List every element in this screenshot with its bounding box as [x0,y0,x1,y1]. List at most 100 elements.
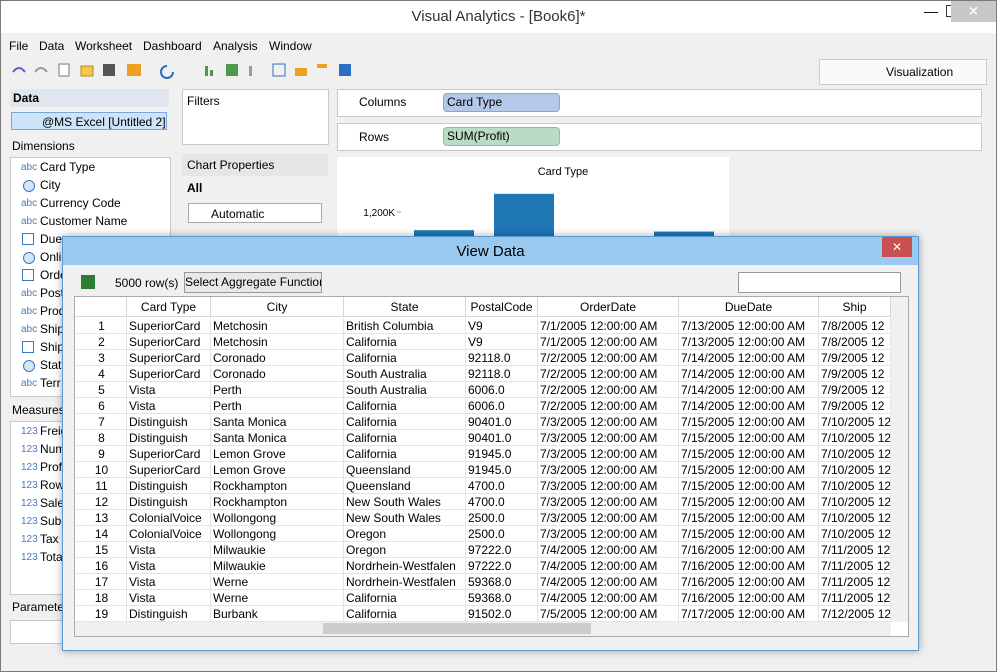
field-icon: abc [21,198,38,209]
cell: 7/15/2005 12:00:00 AM [679,414,819,430]
cell: 7/3/2005 12:00:00 AM [538,462,679,478]
cell: Perth [211,382,344,398]
dialog-close[interactable]: ✕ [882,237,912,257]
cell: Oregon [344,542,466,558]
field-icon: abc [21,162,38,173]
close-button[interactable]: ✕ [951,1,996,22]
rows-pill[interactable]: SUM(Profit) [443,127,560,146]
field-lists: abc Card Type City abc Currency Code abc Custo… [1,1,171,601]
field-item[interactable]: Tota [40,550,63,564]
cell: ColonialVoice [127,510,211,526]
columns-shelf [337,89,982,117]
toolbar-icons [12,63,351,79]
cell: 90401.0 [466,430,538,446]
field-item[interactable]: Ship [40,340,65,354]
cell: 7/16/2005 12:00:00 AM [679,558,819,574]
export-icon[interactable] [81,275,95,289]
cell: Werne [211,590,344,606]
field-item[interactable]: Sub [40,514,62,528]
data-source[interactable]: @MS Excel [Untitled 2] [11,112,167,130]
cell: 7/8/2005 12 [819,334,891,350]
minimize-button[interactable]: — [924,3,938,19]
column-header: PostalCode [466,297,538,317]
cell: 7/2/2005 12:00:00 AM [538,366,679,382]
cell: SuperiorCard [127,462,211,478]
field-item[interactable]: Num [40,442,66,456]
filters-panel [182,89,329,145]
field-item[interactable]: Prod [40,304,66,318]
cell: 7/14/2005 12:00:00 AM [679,382,819,398]
menu-item[interactable]: Data [39,39,65,53]
parameters-label: Parameter [12,600,69,614]
menu-item[interactable]: Analysis [213,39,258,53]
chart-props-title: Chart Properties [187,158,275,172]
cell: 7/10/2005 12 [819,430,891,446]
row-number: 4 [75,366,127,382]
cell: 91945.0 [466,462,538,478]
rows-shelf [337,123,982,151]
field-item[interactable]: Terr [40,376,61,390]
cell: 7/3/2005 12:00:00 AM [538,510,679,526]
cell: 7/11/2005 12 [819,558,891,574]
visualization-tab[interactable]: Visualization [819,59,987,85]
cell: 91502.0 [466,606,538,622]
row-number: 7 [75,414,127,430]
search-box[interactable] [738,272,901,293]
field-item[interactable]: Prof [40,460,63,474]
h-thumb[interactable] [323,623,591,634]
cell: 92118.0 [466,350,538,366]
field-item[interactable]: Ship [40,322,65,336]
field-item[interactable]: Stat [40,358,62,372]
aggregate-button[interactable]: Select Aggregate Function [184,272,322,293]
cell: 7/13/2005 12:00:00 AM [679,318,819,334]
cell: Milwaukie [211,558,344,574]
cell: 7/10/2005 12 [819,510,891,526]
field-item[interactable]: Freig [40,424,68,438]
cell: 7/10/2005 12 [819,462,891,478]
field-item[interactable]: City [40,178,61,192]
cell: 7/3/2005 12:00:00 AM [538,526,679,542]
field-item[interactable]: Customer Name [40,214,128,228]
window-title: Visual Analytics - [Book6]* [411,8,586,25]
v-scrollbar[interactable] [891,297,908,622]
measures-label: Measures [12,403,65,417]
field-item[interactable]: Post [40,286,65,300]
field-item[interactable]: Currency Code [40,196,121,210]
field-item[interactable]: Orde [40,268,67,282]
cell: Santa Monica [211,414,344,430]
chart-type-dropdown[interactable]: Automatic [188,203,322,223]
cell: Wollongong [211,526,344,542]
menu-item[interactable]: Window [269,39,312,53]
field-icon: 123 [21,552,38,563]
field-item[interactable]: Onli [40,250,62,264]
calendar-icon [22,341,34,353]
field-item[interactable]: Card Type [40,160,96,174]
row-number: 17 [75,574,127,590]
field-item[interactable]: Sale [40,496,65,510]
cell: 7/4/2005 12:00:00 AM [538,558,679,574]
cell: Distinguish [127,414,211,430]
chart-props-tab[interactable]: All [187,181,203,195]
cell: 59368.0 [466,574,538,590]
cell: Distinguish [127,494,211,510]
cell: California [344,398,466,414]
field-item[interactable]: Row [40,478,65,492]
cell: 7/14/2005 12:00:00 AM [679,350,819,366]
menu-item[interactable]: File [9,39,29,53]
menu-item[interactable]: Worksheet [75,39,133,53]
row-number: 2 [75,334,127,350]
field-item[interactable]: Due [40,232,63,246]
cell: 7/10/2005 12 [819,478,891,494]
dialog-title: View Data [456,243,525,260]
row-number: 3 [75,350,127,366]
filters-title: Filters [187,94,220,108]
field-icon: 123 [21,498,38,509]
menu-item[interactable]: Dashboard [143,39,202,53]
cell: SuperiorCard [127,334,211,350]
y-tick-label: 1,200K [363,208,395,219]
cell: Werne [211,574,344,590]
field-item[interactable]: Tax [40,532,59,546]
cell: SuperiorCard [127,318,211,334]
cell: 7/3/2005 12:00:00 AM [538,478,679,494]
columns-pill[interactable]: Card Type [443,93,560,112]
